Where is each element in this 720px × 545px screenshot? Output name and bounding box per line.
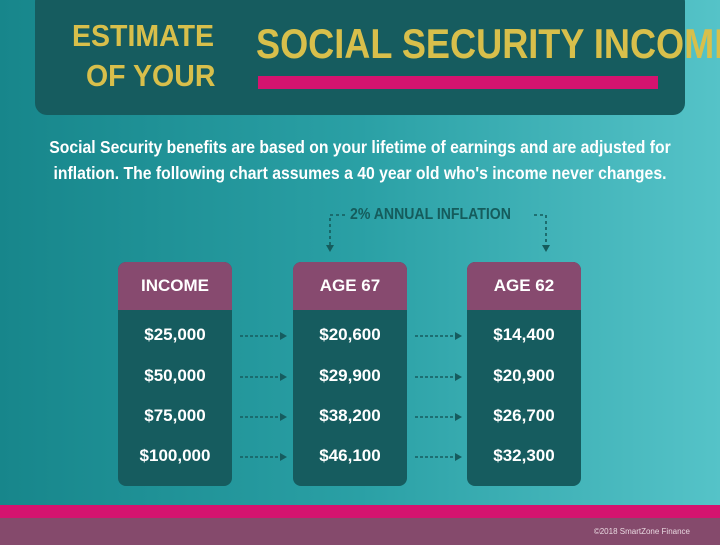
table-cell: $20,900 — [493, 366, 555, 385]
dashed-arrow-icon — [240, 413, 287, 421]
table-cell: $20,600 — [319, 325, 381, 344]
dashed-arrow-icon — [415, 453, 462, 461]
table-cell: $50,000 — [144, 366, 206, 385]
dashed-arrow-icon — [415, 332, 462, 340]
dashed-arrow-icon — [415, 373, 462, 381]
intro-text: Social Security benefits are based on yo… — [49, 134, 670, 186]
table-cell: $14,400 — [493, 325, 555, 344]
title-line2: OF YOUR — [86, 58, 216, 93]
inflation-bracket — [326, 214, 550, 252]
table-cell: $26,700 — [493, 406, 555, 425]
table-cell: $38,200 — [319, 406, 381, 425]
table-cell: $25,000 — [144, 325, 206, 344]
inflation-label: 2% ANNUAL INFLATION — [350, 206, 511, 223]
table-cell: $75,000 — [144, 406, 206, 425]
dashed-arrow-icon — [415, 413, 462, 421]
table-column: AGE 62 $14,400 $20,900 $26,700 $32,300 — [467, 262, 581, 486]
title-line1: ESTIMATE — [72, 18, 215, 53]
table-column: INCOME $25,000 $50,000 $75,000 $100,000 — [118, 262, 232, 486]
table-column: AGE 67 $20,600 $29,900 $38,200 $46,100 — [293, 262, 407, 486]
title-banner — [35, 0, 685, 115]
table-cell: $32,300 — [493, 446, 555, 465]
table-cell: $29,900 — [319, 366, 381, 385]
column-header: AGE 62 — [467, 262, 581, 310]
footer-stripe — [0, 505, 720, 518]
table-cell: $46,100 — [319, 446, 381, 465]
title-main: SOCIAL SECURITY INCOME — [256, 20, 720, 67]
column-header: INCOME — [118, 262, 232, 310]
dashed-arrow-icon — [240, 453, 287, 461]
column-header: AGE 67 — [293, 262, 407, 310]
dashed-arrow-icon — [240, 332, 287, 340]
copyright: ©2018 SmartZone Finance — [593, 527, 690, 536]
table-cell: $100,000 — [139, 446, 211, 465]
intro-line: inflation. The following chart assumes a… — [53, 163, 667, 183]
title-underline — [258, 76, 658, 89]
footer-bar — [0, 518, 720, 545]
intro-line: Social Security benefits are based on yo… — [49, 137, 671, 157]
dashed-arrow-icon — [240, 373, 287, 381]
